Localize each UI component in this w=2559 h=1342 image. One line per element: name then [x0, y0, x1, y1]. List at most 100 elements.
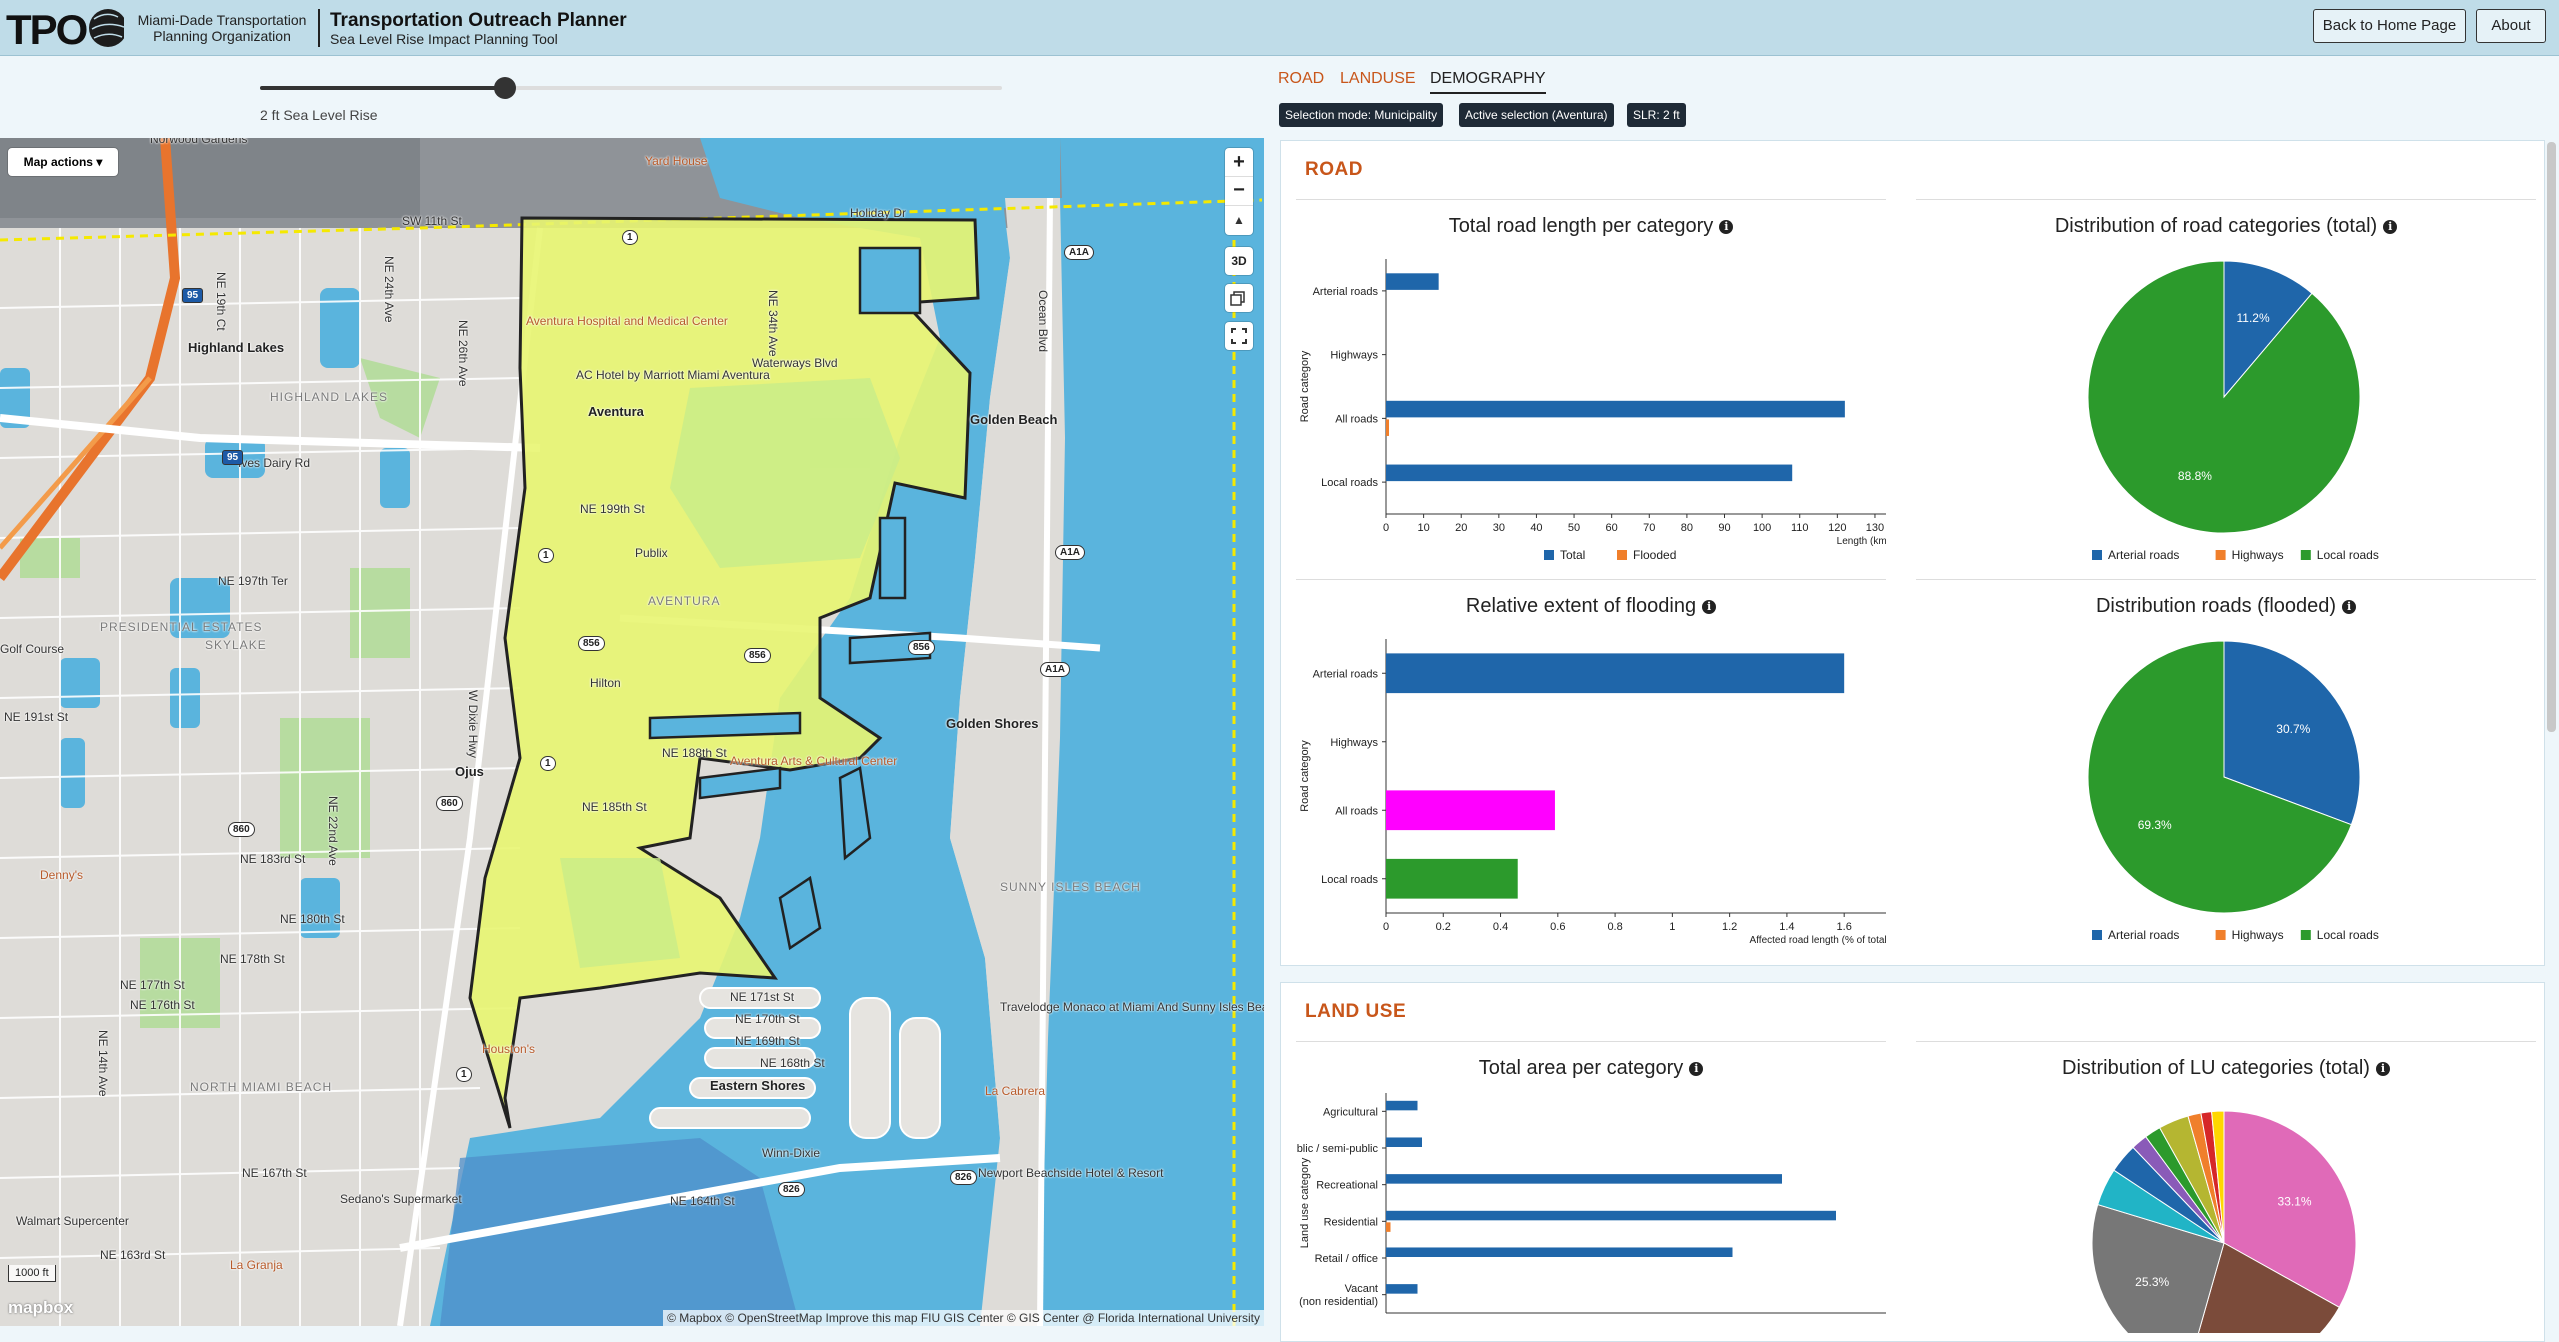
map-label: NE 178th St: [220, 952, 285, 966]
chip-active-selection: Active selection (Aventura): [1459, 103, 1614, 127]
pie-value-label: 88.8%: [2178, 469, 2212, 483]
map-label: Aventura: [588, 404, 644, 419]
layers-icon: [1230, 291, 1245, 306]
map-label: Houston's: [482, 1042, 535, 1056]
pie-value-label: 33.1%: [2278, 1195, 2312, 1209]
map-label: NE 22nd Ave: [326, 796, 340, 866]
x-axis-label: Affected road length (% of total): [1750, 935, 1886, 946]
info-icon[interactable]: i: [1719, 219, 1734, 234]
toggle-3d-button[interactable]: 3D: [1225, 247, 1253, 275]
info-icon[interactable]: i: [1689, 1061, 1704, 1076]
map-label: Norwood Gardens: [150, 138, 248, 146]
lu-dist-total-title-text: Distribution of LU categories (total): [2062, 1057, 2370, 1079]
map-label: NE 14th Ave: [96, 1030, 110, 1097]
caret-down-icon: ▾: [96, 155, 103, 169]
x-tick-label: 0.2: [1436, 921, 1451, 933]
map-label: NE 34th Ave: [766, 290, 780, 357]
legend-swatch: [1617, 550, 1627, 560]
bar-flooded: [1386, 1222, 1391, 1232]
slr-slider-thumb[interactable]: [493, 77, 516, 99]
tab-demography[interactable]: DEMOGRAPHY: [1430, 70, 1546, 94]
x-tick-label: 0: [1383, 522, 1389, 534]
map-label: NE 176th St: [130, 998, 195, 1012]
road-shield: 95: [222, 450, 244, 465]
map-label: HIGHLAND LAKES: [270, 390, 389, 404]
y-tick-label: Arterial roads: [1313, 668, 1379, 680]
org-line2: Planning Organization: [153, 28, 291, 44]
y-tick-label: Vacant: [1345, 1283, 1378, 1295]
tab-road[interactable]: ROAD: [1278, 70, 1325, 87]
bar-total: [1386, 1100, 1418, 1111]
x-tick-label: 100: [1753, 522, 1771, 534]
x-tick-label: 0.4: [1493, 921, 1508, 933]
info-icon[interactable]: i: [2375, 1061, 2390, 1076]
slr-slider-label: 2 ft Sea Level Rise: [260, 107, 378, 123]
legend-swatch: [2215, 930, 2226, 940]
road-shield: A1A: [1064, 245, 1095, 260]
zoom-in-button[interactable]: +: [1225, 148, 1253, 177]
y-tick-label: Agricultural: [1323, 1106, 1378, 1118]
legend-label: Total: [1560, 548, 1585, 562]
map-label: NE 185th St: [582, 800, 647, 814]
map-label: NE 191st St: [4, 710, 69, 724]
about-button[interactable]: About: [2476, 9, 2546, 43]
map-label: NE 171st St: [730, 990, 795, 1004]
road-dist-total-title-text: Distribution of road categories (total): [2054, 215, 2378, 237]
road-dist-flooded-title-text: Distribution roads (flooded): [2095, 595, 2337, 617]
legend-label: Arterial roads: [2108, 548, 2179, 562]
y-tick-label: All roads: [1335, 413, 1378, 425]
map-label: Newport Beachside Hotel & Resort: [978, 1166, 1164, 1180]
road-shield: 860: [228, 822, 255, 837]
map-label: NE 168th St: [760, 1056, 825, 1070]
zoom-controls: + − ▲: [1225, 148, 1253, 235]
road-panel: ROAD Total road length per category i Art…: [1280, 140, 2545, 966]
map-label: Winn-Dixie: [762, 1146, 821, 1160]
x-tick-label: 90: [1718, 522, 1730, 534]
map-label: PRESIDENTIAL ESTATES: [100, 620, 263, 634]
map-label: Ives Dairy Rd: [238, 456, 311, 470]
map-label: NE 169th St: [735, 1034, 800, 1048]
map-actions-button[interactable]: Map actions ▾: [8, 148, 118, 176]
bar: [1386, 653, 1845, 694]
road-shield: 856: [908, 640, 935, 655]
flood-extent-title-text: Relative extent of flooding: [1465, 595, 1697, 617]
map-view[interactable]: Highland Lakes HIGHLAND LAKES Aventura AVEN…: [0, 138, 1264, 1326]
map-label: Walmart Supercenter: [16, 1214, 129, 1228]
map-label: NE 24th Ave: [382, 256, 396, 323]
legend-label: Highways: [2232, 928, 2284, 942]
panel-scrollbar[interactable]: [2547, 142, 2556, 732]
tab-landuse[interactable]: LANDUSE: [1340, 70, 1416, 87]
map-label: Golden Shores: [946, 716, 1039, 731]
road-dist-flooded-chart: 30.7% 69.3% Arterial roads Highways Local ro…: [2087, 640, 2379, 942]
map-actions-label: Map actions: [23, 155, 93, 169]
y-tick-label: Highways: [1330, 350, 1378, 362]
x-tick-label: 1: [1669, 921, 1675, 933]
layers-button[interactable]: [1225, 284, 1253, 312]
map-canvas[interactable]: [0, 138, 1264, 1326]
map-attribution[interactable]: © Mapbox © OpenStreetMap Improve this ma…: [663, 1310, 1264, 1326]
road-divider-right-2: [1916, 579, 2536, 580]
legend-label: Highways: [2232, 548, 2284, 562]
y-tick-label: Highways: [1330, 737, 1378, 749]
legend-swatch: [2092, 930, 2102, 940]
flood-extent-chart-title: Relative extent of flooding i: [1296, 595, 1886, 618]
slr-slider[interactable]: [260, 77, 1002, 99]
x-tick-label: 40: [1530, 522, 1542, 534]
map-label: NE 180th St: [280, 912, 345, 926]
back-home-button[interactable]: Back to Home Page: [2313, 9, 2466, 43]
fullscreen-button[interactable]: [1225, 322, 1253, 350]
compass-button[interactable]: ▲: [1233, 213, 1245, 227]
info-icon[interactable]: i: [2342, 599, 2357, 614]
x-tick-label: 0.6: [1550, 921, 1565, 933]
map-label: NE 163rd St: [100, 1248, 166, 1262]
road-dist-total-chart: 11.2% 88.8% Arterial roads Highways Local ro…: [2087, 260, 2379, 562]
road-length-chart-title: Total road length per category i: [1296, 215, 1886, 238]
y-tick-label: Public / semi-public: [1296, 1143, 1378, 1155]
info-icon[interactable]: i: [1702, 599, 1717, 614]
road-panel-title: ROAD: [1305, 159, 1363, 180]
road-shield: A1A: [1055, 545, 1086, 560]
info-icon[interactable]: i: [2383, 219, 2398, 234]
zoom-out-button[interactable]: −: [1225, 177, 1253, 206]
x-tick-label: 0.8: [1607, 921, 1622, 933]
x-tick-label: 0: [1383, 921, 1389, 933]
